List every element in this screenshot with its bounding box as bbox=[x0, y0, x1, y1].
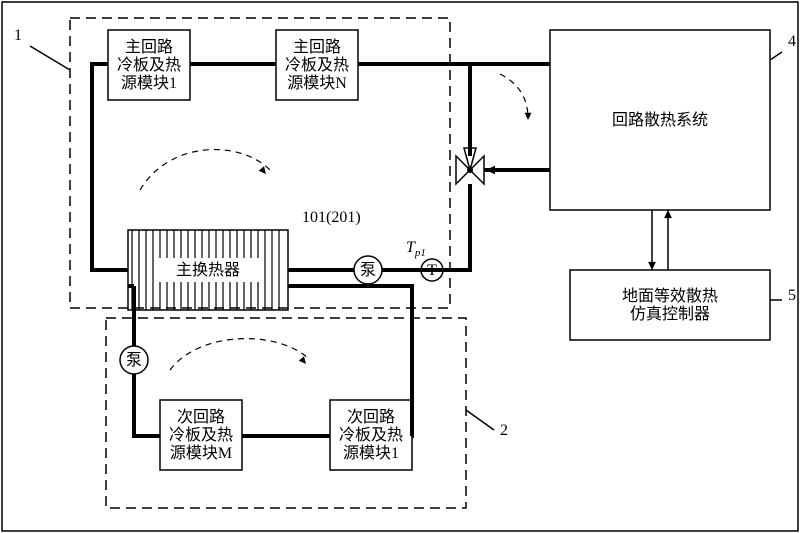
svg-text:101(201): 101(201) bbox=[302, 209, 361, 226]
svg-text:回路散热系统: 回路散热系统 bbox=[612, 111, 708, 129]
svg-text:T: T bbox=[427, 262, 437, 279]
svg-text:冷板及热: 冷板及热 bbox=[117, 56, 181, 74]
svg-text:仿真控制器: 仿真控制器 bbox=[630, 305, 710, 323]
svg-text:地面等效散热: 地面等效散热 bbox=[622, 287, 718, 305]
svg-text:源模块1: 源模块1 bbox=[343, 444, 399, 462]
svg-text:源模块N: 源模块N bbox=[287, 74, 347, 92]
svg-text:冷板及热: 冷板及热 bbox=[339, 426, 403, 444]
svg-text:源模块1: 源模块1 bbox=[121, 74, 177, 92]
svg-text:2: 2 bbox=[500, 422, 508, 439]
svg-text:源模块M: 源模块M bbox=[170, 444, 232, 462]
svg-text:冷板及热: 冷板及热 bbox=[169, 426, 233, 444]
svg-text:主换热器: 主换热器 bbox=[176, 261, 240, 279]
svg-text:泵: 泵 bbox=[126, 351, 142, 369]
svg-text:1: 1 bbox=[14, 27, 22, 44]
svg-text:5: 5 bbox=[788, 287, 796, 304]
svg-text:主回路: 主回路 bbox=[293, 38, 341, 56]
svg-text:主回路: 主回路 bbox=[125, 38, 173, 56]
svg-text:次回路: 次回路 bbox=[347, 408, 395, 426]
svg-text:冷板及热: 冷板及热 bbox=[285, 56, 349, 74]
svg-text:次回路: 次回路 bbox=[177, 408, 225, 426]
svg-text:泵: 泵 bbox=[360, 261, 376, 279]
